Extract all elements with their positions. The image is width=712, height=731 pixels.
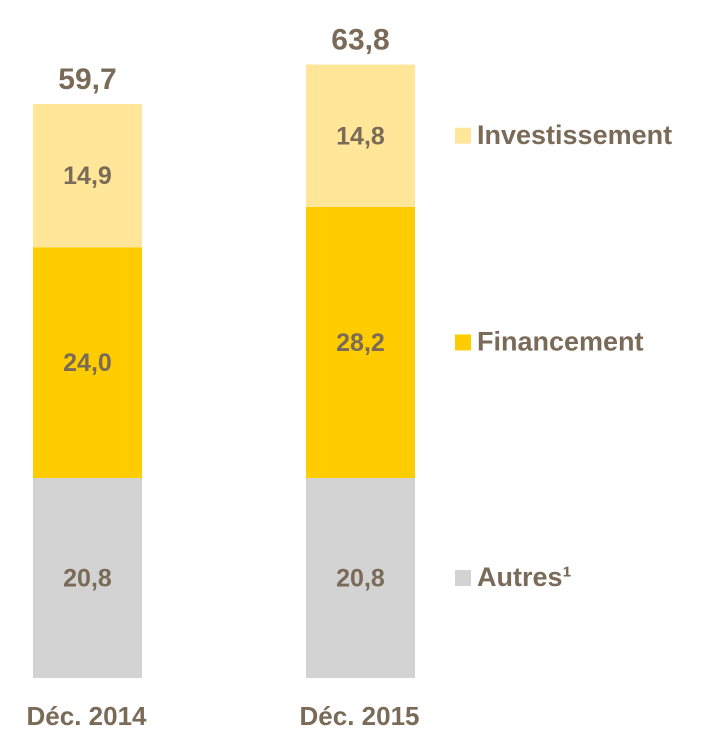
- category-label: Déc. 2015: [300, 701, 420, 731]
- legend-label: Investissement: [477, 120, 672, 150]
- segment-label: 14,9: [63, 162, 112, 190]
- bar-segment: [306, 206, 415, 479]
- segment-label: 20,8: [63, 565, 112, 593]
- segment-label: 14,8: [336, 122, 385, 150]
- legend-label: Autres¹: [477, 562, 572, 592]
- bar-segment: [33, 247, 142, 479]
- segment-label: 24,0: [63, 349, 112, 377]
- bar-segment: [306, 478, 415, 678]
- segment-label: 20,8: [336, 565, 385, 593]
- total-label: 59,7: [58, 63, 116, 96]
- bar-segment: [33, 103, 142, 248]
- bar-segment: [33, 478, 142, 678]
- legend-label: Financement: [477, 327, 644, 357]
- category-label: Déc. 2014: [27, 701, 148, 731]
- bar-segment: [306, 64, 415, 207]
- total-label: 63,8: [331, 23, 389, 56]
- legend-swatch: [455, 334, 471, 351]
- legend-swatch: [455, 127, 471, 144]
- segment-label: 28,2: [336, 329, 385, 357]
- legend-swatch: [455, 570, 471, 587]
